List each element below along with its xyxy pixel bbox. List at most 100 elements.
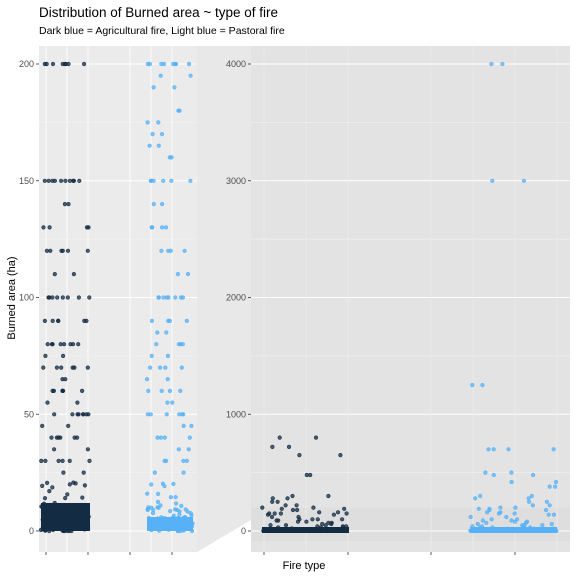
agricultural-point [315,517,320,522]
agricultural-point [56,318,61,324]
pastoral-point [489,61,494,67]
agricultural-point [326,493,331,499]
pastoral-point [529,493,534,499]
pastoral-point [151,85,156,90]
pastoral-point [553,484,558,489]
agricultural-point [320,521,325,527]
pastoral-point [179,365,184,370]
pastoral-point [161,178,166,183]
agricultural-point [58,435,63,440]
pastoral-point [547,503,552,508]
pastoral-point [164,330,169,335]
agricultural-point [279,506,284,511]
agricultural-point [46,178,51,183]
agricultural-point [43,458,48,464]
pastoral-point [159,388,164,394]
pastoral-point [509,470,514,475]
pastoral-point [169,155,174,160]
agricultural-point [76,295,81,300]
zoom-y-tick-label: 50 [24,409,34,419]
agricultural-point [59,365,64,370]
pastoral-point [155,330,160,335]
agricultural-point [50,61,56,67]
agricultural-point [80,495,85,500]
agricultural-point [304,519,309,524]
agricultural-point [60,458,65,464]
pastoral-point [489,517,494,522]
pastoral-point [530,472,536,478]
pastoral-point [164,295,169,300]
agricultural-point [340,517,345,522]
zoom-y-tick-label: 200 [19,59,34,69]
agricultural-point [71,178,76,183]
pastoral-point [182,248,187,253]
agricultural-point [60,353,66,359]
pastoral-point [156,120,161,125]
agricultural-point [294,503,299,508]
pastoral-point [530,503,535,508]
pastoral-point [473,496,478,501]
pastoral-point [155,499,161,505]
agricultural-point [329,521,334,527]
agricultural-point [41,225,46,230]
pastoral-point [146,388,151,394]
agricultural-point [270,499,275,504]
agricultural-point [81,412,86,417]
agricultural-point [47,489,52,494]
agricultural-point [67,458,72,464]
agricultural-point [87,295,92,300]
agricultural-point [276,518,281,523]
pastoral-point [151,202,156,207]
agricultural-point [50,388,55,394]
agricultural-point [283,523,289,528]
full-y-tick-label: 2000 [226,293,246,303]
full-panel-background [251,46,570,552]
pastoral-point [165,377,170,382]
pastoral-point [176,447,181,452]
agricultural-point [59,248,64,253]
agricultural-point [304,472,309,478]
agricultural-dense-base [41,502,90,531]
pastoral-point [496,511,502,516]
pastoral-point [178,388,183,394]
agricultural-point [50,485,55,490]
agricultural-point [260,505,265,510]
agricultural-point [82,483,87,488]
pastoral-point [547,484,552,489]
agricultural-point [46,295,51,300]
pastoral-point [165,400,170,405]
agricultural-point [269,514,275,520]
agricultural-point [310,517,315,522]
agricultural-point [47,225,52,230]
agricultural-point [44,480,50,486]
agricultural-point [311,505,316,510]
pastoral-point [148,412,153,417]
pastoral-point [186,447,191,452]
pastoral-point [179,503,184,509]
zoom-y-tick-label: 100 [19,293,34,303]
pastoral-point [480,383,485,388]
pastoral-point [490,178,495,183]
pastoral-point [156,505,161,510]
agricultural-point [39,458,44,464]
agricultural-point [317,510,322,515]
agricultural-point [335,510,341,515]
agricultural-point [70,365,75,370]
pastoral-dense-base [147,516,193,531]
pastoral-point [163,225,169,230]
agricultural-point [65,248,71,253]
pastoral-point [147,143,152,148]
pastoral-point [187,435,192,440]
agricultural-point [60,388,65,394]
agricultural-point [48,248,53,253]
pastoral-point [177,108,182,113]
pastoral-point [526,496,531,501]
agricultural-point [79,388,85,394]
pastoral-point [149,318,154,324]
pastoral-dense-base [470,527,557,533]
agricultural-point [42,178,47,183]
pastoral-point [540,523,545,528]
pastoral-point [158,365,163,370]
pastoral-point [155,435,160,440]
agricultural-point [55,295,60,300]
